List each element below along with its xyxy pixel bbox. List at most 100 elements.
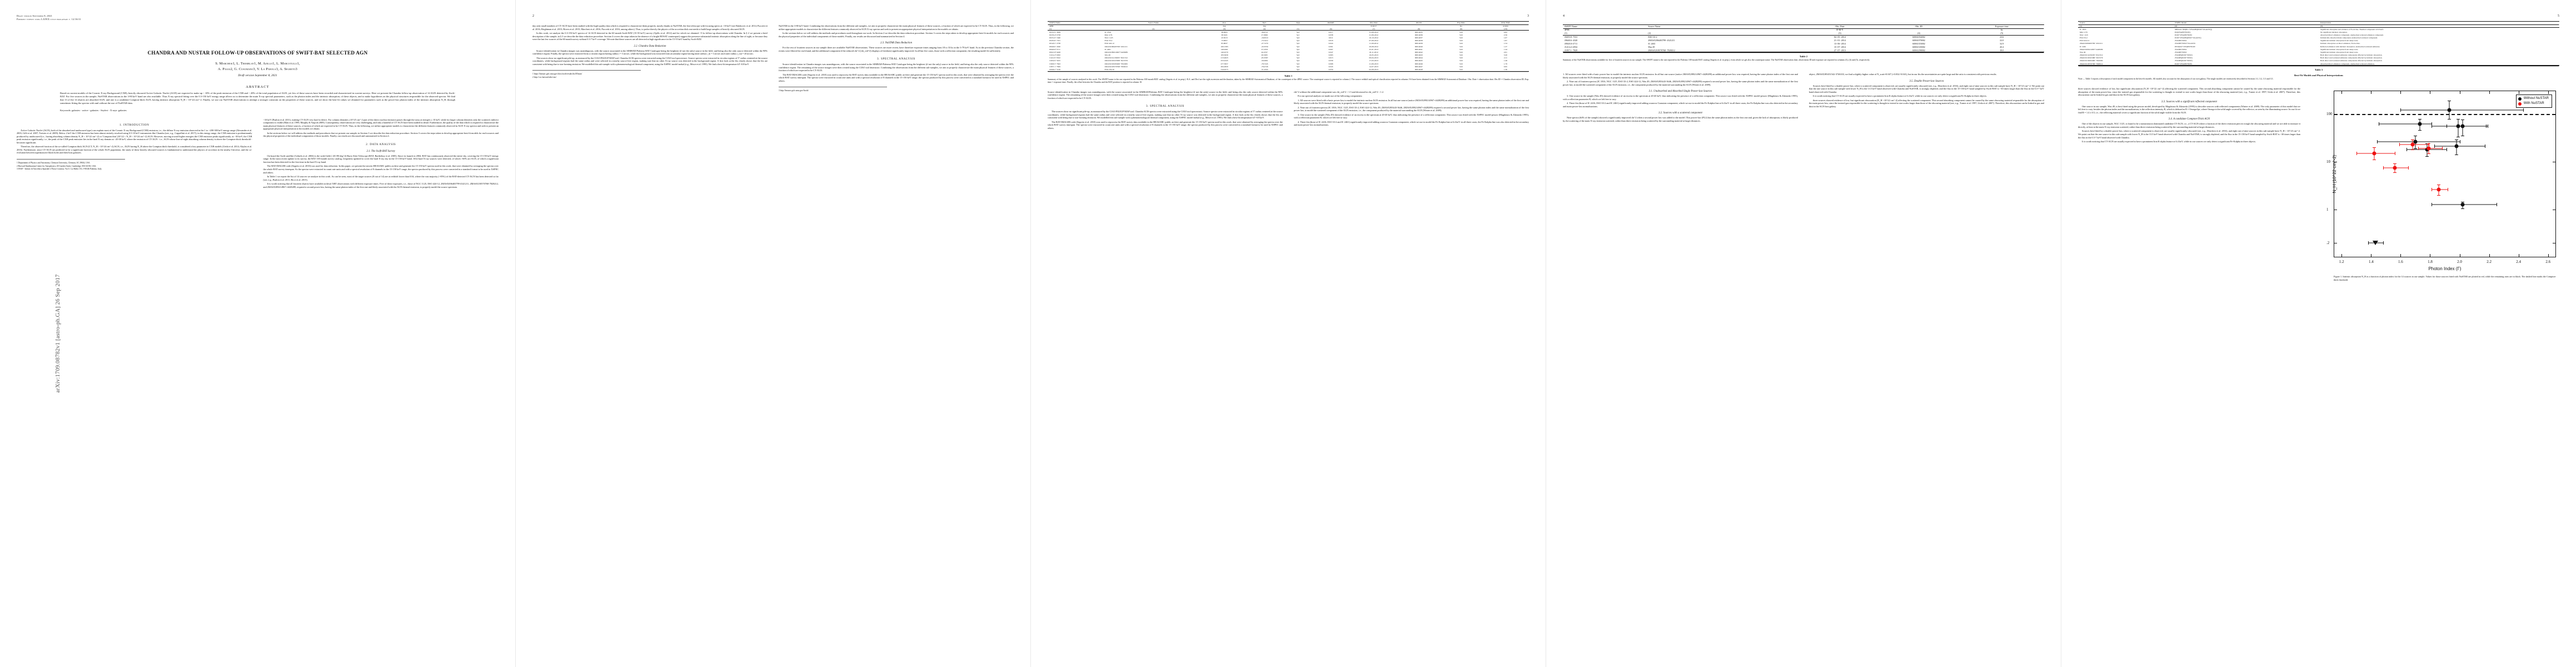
table-3-grid: Source XSPEC Model Interpretation (1) (2… xyxy=(2078,21,2559,66)
table-cell: 29.5295 xyxy=(1261,54,1268,57)
table-cell: J1412.9−6522 xyxy=(1049,57,1060,59)
col-head: Source Name xyxy=(1148,22,1159,24)
figure-1-caption: Figure 1. Intrinsic absorption N_H as a … xyxy=(2334,275,2556,281)
col-num: (3) xyxy=(1223,27,1226,30)
legend-label: With NuSTAR xyxy=(2523,102,2544,106)
table-cell: 1.27 xyxy=(1503,45,1507,48)
table-cell: -78.7245 xyxy=(1260,62,1268,65)
table-2-body: J0455.8−7531 ESO 33-2 04−05−2014 6006105400… xyxy=(1563,35,2044,52)
x-error-cap xyxy=(2431,122,2433,126)
paragraph: NuSTAR in the 3-80 keV band. Combining t… xyxy=(779,24,1014,31)
footnote: 3 http://heasarc.gsfc.nasa.gov/ftools/ xyxy=(779,89,809,92)
table-cell: 1.44 xyxy=(1503,48,1507,51)
table-cell: J0231.9−3639 xyxy=(1049,31,1060,33)
table-row: J0455.8−7531 ESO 33-2 73.9957 -75.5412 Sy2 0.… xyxy=(1048,39,1529,42)
document-page-2[interactable]: 2 day only small numbers of CT-AGN have … xyxy=(515,0,1030,667)
paragraph: One source in our sample, Was 49, is bes… xyxy=(2078,104,2300,114)
col-head: Redshift xyxy=(1327,22,1334,24)
paragraph: It is worth noticing that CT-AGN are usu… xyxy=(1813,94,1987,98)
col-num: (1) xyxy=(2080,24,2082,27)
marker xyxy=(2447,108,2452,112)
footnote: 2 http://cxc.harvard.edu/ciao/ xyxy=(532,76,557,78)
table-cell: Sy2 xyxy=(1296,59,1300,62)
table-row: J0640.6−4320 2MASXJ06403799−4321211 100.15… xyxy=(1048,45,1529,48)
table-cell: Significant intrinsic absorption from du… xyxy=(2320,39,2359,42)
document-page-4[interactable]: 4 SWIFT Name Source Name Obs. Date Obs. … xyxy=(1546,0,2061,667)
document-page-5[interactable]: 5 Source XSPEC Model Interpretation (1) … xyxy=(2061,0,2576,667)
table-cell: 5.02 xyxy=(1459,34,1463,37)
y-tick-label: 100 xyxy=(2326,112,2333,117)
table-1[interactable]: SWIFT Name Source Name R.A. Decl. Type R… xyxy=(1048,21,1529,84)
page5-columns: three sources showed evidence of low, bu… xyxy=(2078,87,2559,283)
table-cell: 27.9369 xyxy=(1261,34,1268,37)
table-cell: 29-08-2012 xyxy=(1369,45,1378,48)
section-data-analysis-title: 2. DATA ANALYSIS xyxy=(366,142,396,146)
table-cell: 5.02 xyxy=(1459,51,1463,53)
table-cell: 27−07−2013 xyxy=(1833,48,1846,52)
author-line-2: A. Paggi2, G. Cusumano3, V. La Parola3, … xyxy=(218,67,297,72)
document-page-1[interactable]: arXiv:1709.08782v1 [astro-ph.GA] 26 Sep … xyxy=(0,0,515,667)
table-1-head: SWIFT Name Source Name R.A. Decl. Type R… xyxy=(1048,21,1529,31)
table-cell: 5.02 xyxy=(1459,54,1463,57)
table-cell: 60061054002 xyxy=(1912,36,1925,39)
table-row: IC 1816 MEKAL+PO(PL1+ZWABS(POW+ZGAUSS)) Si… xyxy=(2078,28,2559,31)
marker xyxy=(2426,146,2431,151)
paragraph: It is worth noticing that CT-AGN are usu… xyxy=(2082,140,2256,143)
table-3[interactable]: Source XSPEC Model Interpretation (1) (2… xyxy=(2078,21,2559,81)
table-cell: 5.02 xyxy=(1459,31,1463,33)
table-colnum-row: (1) (2) (3) xyxy=(2078,24,2559,28)
page5-left-column: three sources showed evidence of low, bu… xyxy=(2078,87,2300,283)
document-page-3[interactable]: 3 SWIFT Name Source Name R.A. Decl. Type… xyxy=(1030,0,1546,667)
paragraph: day only small numbers of CT-AGN have be… xyxy=(532,24,768,31)
table-cell: -51.4324 xyxy=(1260,68,1268,71)
y-tick-label: 1 xyxy=(2326,207,2329,212)
footnote-separator xyxy=(17,158,125,160)
paragraph: The sources show no significant pile-up,… xyxy=(532,56,768,66)
table-cell: 21−01−2014 xyxy=(1833,38,1846,42)
paragraph: 3. One source in the sample (Was 49) sho… xyxy=(1563,94,1798,101)
table-cell: 2MASXJ09214967+4428289 xyxy=(2080,48,2103,51)
col-head: R.A. xyxy=(1222,22,1227,24)
table-2[interactable]: SWIFT Name Source Name Obs. Date Obs. ID… xyxy=(1563,24,2044,62)
table-cell: 1.49 xyxy=(1503,59,1507,62)
table-cell: 0.013 xyxy=(1328,57,1333,59)
abstract-text: Based on current models of the Cosmic X-… xyxy=(60,92,455,104)
table-cell: ESO 424-12 xyxy=(2080,39,2090,42)
col-sub: Ks xyxy=(1459,24,1462,27)
table-cell: NGC 1125 xyxy=(1104,37,1113,39)
table-cell: 0.95 xyxy=(1503,65,1507,68)
table-cell: PO(ZWABS*POW) xyxy=(2175,31,2191,33)
table-cell: Significant intrinsic absorption from du… xyxy=(2320,51,2359,53)
table-cell: IC 2461 xyxy=(2080,45,2086,48)
figure-1[interactable]: Without NuSTAR With NuSTAR 1.2 1.4 1.6 1.8 2… xyxy=(2326,91,2556,281)
subsection-single-powerlaw-title: 3.1. Unabsorbed and Absorbed Single Powe… xyxy=(1648,90,1712,93)
page4-right-column: object, 2MASXJ05451542-3746333, we find … xyxy=(1809,73,2044,123)
table-cell: 09-04-2013 xyxy=(1369,57,1378,59)
table-3-label: Table 3 xyxy=(2314,68,2323,72)
col-head: dCha−BAT xyxy=(1501,22,1510,24)
paragraph: Source identification in Chandra images … xyxy=(532,49,768,56)
table-cell: 0.047 xyxy=(1328,51,1333,53)
figure-1-plot-area[interactable]: Without NuSTAR With NuSTAR 1.2 1.4 1.6 1.8 2… xyxy=(2326,91,2556,264)
subsection-scattered-title: 3.2. Sources with a scattered component xyxy=(1658,112,1702,115)
table-cell: Intrinsic absorption on direct emission,… xyxy=(2320,42,2360,45)
table-cell: 00014037 xyxy=(1414,37,1423,39)
col-sub: D-M-Y xyxy=(1836,28,1843,32)
table-cell: -27.7279 xyxy=(1260,42,1268,45)
marker xyxy=(2373,240,2379,245)
table-cell: 37.1878 xyxy=(1261,48,1268,51)
col-num: (7) xyxy=(1372,27,1375,30)
table-3-head: Source XSPEC Model Interpretation (1) (2… xyxy=(2078,21,2559,28)
table-1-caption: Summary of the sample of sources analyze… xyxy=(1048,78,1529,83)
paragraph: One of the objects in our sample, NGC 11… xyxy=(2078,122,2300,128)
table-cell: 1.54 xyxy=(1503,42,1507,45)
paragraph: ~10 keV (Burlon et al. 2011), making CT-… xyxy=(263,118,499,131)
table-row: J0921.8+4428 2MASXJ09214967+4428289 140.45… xyxy=(1048,51,1529,54)
col-head: SWIFT Name xyxy=(1564,25,1578,28)
table-cell: 2MASXJ18570768−7828212 xyxy=(1104,65,1128,68)
table-header-row: SWIFT Name Source Name R.A. Decl. Type R… xyxy=(1048,21,1529,25)
section-spectral-analysis-title: 3. SPECTRAL ANALYSIS xyxy=(876,57,916,61)
y-tick-label: 10 xyxy=(2326,159,2330,164)
draft-version-line: Draft version September 8, 2021 Preprint… xyxy=(17,14,499,21)
